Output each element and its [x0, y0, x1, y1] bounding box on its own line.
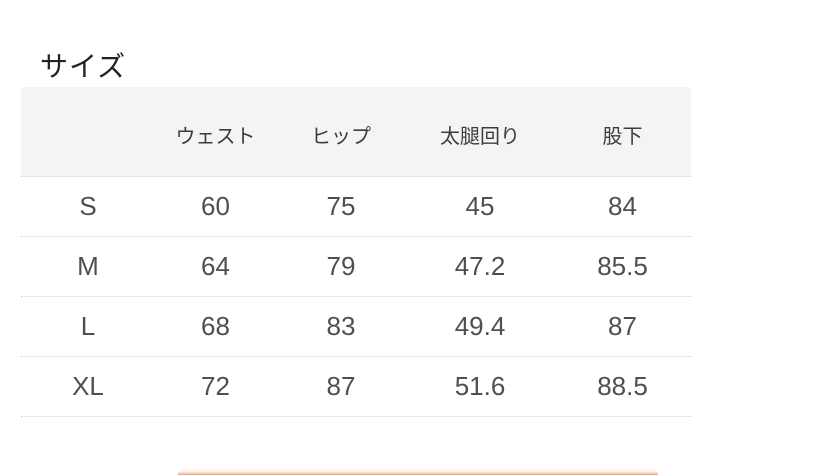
cell-thigh: 49.4: [454, 311, 506, 341]
header-cell-waist: ウェスト: [175, 126, 256, 148]
size-table: ウェスト ヒップ 太腿回り 股下 S 60 75 45 84 M 64 79 4…: [21, 87, 691, 417]
table-row-m: M 64 79 47.2 85.5: [21, 237, 691, 297]
cell-size-label: M: [77, 251, 99, 281]
cell-thigh: 51.6: [454, 371, 506, 401]
cell-inseam: 88.5: [597, 371, 648, 401]
next-section-top-edge: [178, 468, 658, 475]
cell-waist: 68: [201, 311, 230, 341]
table-row-s: S 60 75 45 84: [21, 177, 691, 237]
cell-hip: 83: [326, 311, 356, 341]
cell-inseam: 85.5: [597, 251, 648, 281]
size-table-header-row: ウェスト ヒップ 太腿回り 股下: [21, 87, 691, 177]
cell-waist: 60: [201, 191, 230, 221]
cell-hip: 79: [326, 251, 356, 281]
cell-size-label: L: [80, 311, 96, 341]
cell-size-label: S: [79, 191, 97, 221]
cell-hip: 87: [326, 371, 356, 401]
header-cell-inseam: 股下: [602, 126, 643, 148]
cell-thigh: 47.2: [454, 251, 506, 281]
cell-hip: 75: [326, 191, 356, 221]
cell-waist: 64: [201, 251, 230, 281]
table-row-xl: XL 72 87 51.6 88.5: [21, 357, 691, 417]
table-row-l: L 68 83 49.4 87: [21, 297, 691, 357]
cell-inseam: 87: [608, 311, 637, 341]
cell-inseam: 84: [608, 191, 637, 221]
cell-waist: 72: [201, 371, 230, 401]
cell-size-label: XL: [72, 371, 104, 401]
header-cell-hip: ヒップ: [311, 126, 371, 148]
cell-thigh: 45: [465, 191, 495, 221]
header-cell-size: [21, 129, 155, 135]
header-cell-thigh: 太腿回り: [440, 126, 520, 148]
page-title: サイズ: [40, 51, 127, 83]
